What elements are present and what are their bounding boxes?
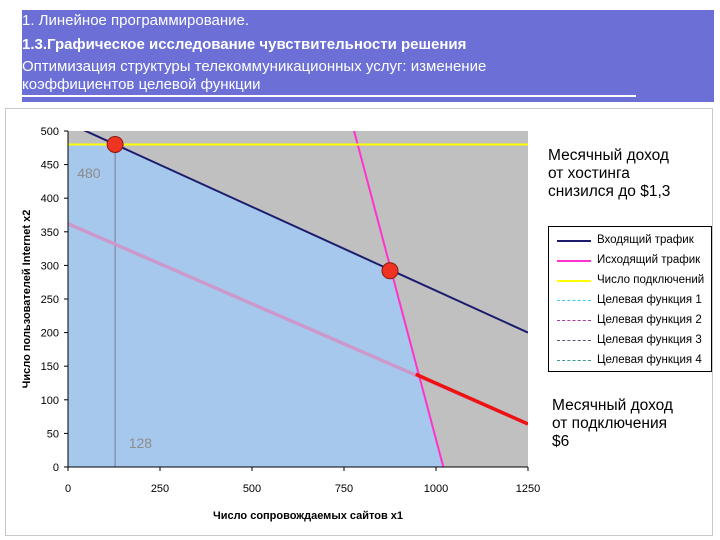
legend-swatch bbox=[557, 340, 591, 341]
optimum-marker-1 bbox=[106, 135, 124, 153]
chart-legend: Входящий трафик Исходящий трафик Число под… bbox=[548, 226, 712, 372]
x-tick-label-1: 250 bbox=[151, 483, 169, 495]
x-tick-label-0: 0 bbox=[65, 483, 71, 495]
slide-title-line-2: 1.3.Графическое исследование чувствитель… bbox=[22, 36, 467, 53]
y-tick-label-3: 150 bbox=[41, 361, 59, 373]
title-underline bbox=[22, 95, 636, 97]
x-axis-title: Число сопровождаемых сайтов x1 bbox=[213, 510, 403, 522]
y-axis-title: Число пользователей Internet x2 bbox=[21, 210, 33, 389]
y-tick-label-6: 300 bbox=[41, 260, 59, 272]
y-tick-label-9: 450 bbox=[41, 160, 59, 172]
header-band bbox=[22, 10, 714, 102]
legend-item: Входящий трафик bbox=[555, 231, 711, 251]
y-tick-label-0: 0 bbox=[53, 462, 59, 474]
x-tick-label-5: 1250 bbox=[516, 483, 540, 495]
y-tick-label-5: 250 bbox=[41, 294, 59, 306]
legend-item: Целевая функция 3 bbox=[555, 331, 711, 351]
point-label-1: 480 bbox=[77, 165, 101, 181]
y-tick-label-8: 400 bbox=[41, 193, 59, 205]
y-tick-label-1: 50 bbox=[47, 428, 59, 440]
legend-swatch bbox=[557, 240, 591, 242]
legend-item: Целевая функция 1 bbox=[555, 291, 711, 311]
legend-swatch bbox=[557, 300, 591, 301]
y-tick-label-4: 200 bbox=[41, 328, 59, 340]
header-edge bbox=[0, 10, 22, 102]
x-tick-label-4: 1000 bbox=[424, 483, 448, 495]
legend-label: Целевая функция 2 bbox=[597, 314, 702, 326]
legend-label: Входящий трафик bbox=[597, 234, 694, 246]
legend-item: Целевая функция 4 bbox=[555, 351, 711, 371]
y-tick-label-10: 500 bbox=[41, 126, 59, 138]
legend-label: Целевая функция 1 bbox=[597, 294, 702, 306]
series-line-1 bbox=[83, 131, 528, 334]
x-tick-label-2: 500 bbox=[243, 483, 261, 495]
legend-swatch bbox=[557, 260, 591, 262]
slide-subtitle-line-1: Оптимизация структуры телекоммуникационн… bbox=[22, 58, 487, 75]
point-label-2: 128 bbox=[129, 435, 153, 451]
slide-subtitle-line-2: коэффициентов целевой функции bbox=[22, 76, 261, 93]
legend-label: Целевая функция 3 bbox=[597, 334, 702, 346]
slide-header: 1. Линейное программирование. 1.3.Графич… bbox=[0, 0, 720, 108]
note-connection-income: Месячный доход от подключения $6 bbox=[552, 397, 673, 450]
y-tick-label-2: 100 bbox=[41, 395, 59, 407]
series-line-2 bbox=[353, 131, 445, 467]
y-tick-label-7: 350 bbox=[41, 227, 59, 239]
slide-title-line-1: 1. Линейное программирование. bbox=[22, 12, 250, 29]
legend-swatch bbox=[557, 280, 591, 282]
legend-swatch bbox=[557, 360, 591, 361]
legend-swatch bbox=[557, 320, 591, 321]
note-hosting-income: Месячный доход от хостинга снизился до $… bbox=[548, 147, 671, 200]
legend-label: Целевая функция 4 bbox=[597, 354, 702, 366]
legend-label: Исходящий трафик bbox=[597, 254, 701, 266]
plot-content: 480 128 bbox=[68, 131, 528, 467]
slide-frame bbox=[5, 108, 713, 536]
x-tick-label-3: 750 bbox=[335, 483, 353, 495]
legend-item: Число подключений bbox=[555, 271, 711, 291]
legend-item: Целевая функция 2 bbox=[555, 311, 711, 331]
objective-highlight-line bbox=[415, 372, 528, 426]
optimum-marker-2 bbox=[381, 262, 399, 280]
legend-item: Исходящий трафик bbox=[555, 251, 711, 271]
legend-label: Число подключений bbox=[597, 274, 705, 286]
